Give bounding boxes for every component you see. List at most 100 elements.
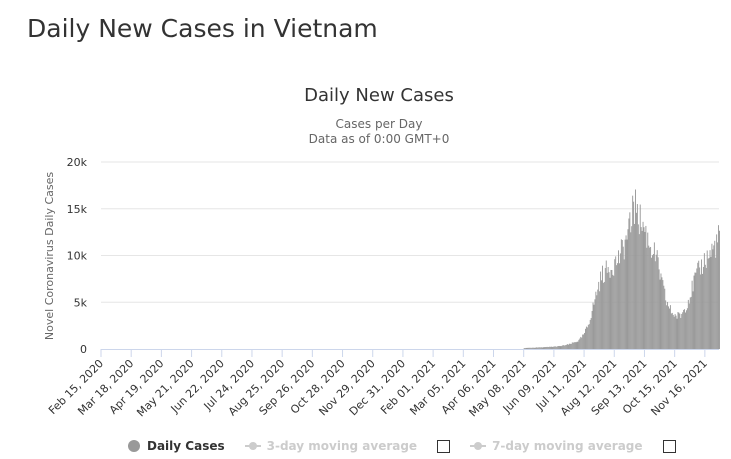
daily-cases-bar[interactable] bbox=[572, 342, 574, 349]
daily-cases-bar[interactable] bbox=[611, 270, 613, 349]
daily-cases-bar[interactable] bbox=[539, 347, 541, 349]
daily-cases-bar[interactable] bbox=[635, 212, 637, 349]
daily-cases-bar[interactable] bbox=[584, 332, 586, 349]
daily-cases-bar[interactable] bbox=[567, 344, 569, 349]
checkbox-3-day-average[interactable] bbox=[437, 439, 451, 453]
daily-cases-bar[interactable] bbox=[667, 301, 669, 349]
daily-cases-bar[interactable] bbox=[545, 347, 547, 349]
legend-item-3-day-average[interactable]: 3-day moving average bbox=[244, 439, 417, 453]
daily-cases-bar[interactable] bbox=[628, 218, 630, 350]
daily-cases-bar[interactable] bbox=[671, 312, 673, 349]
daily-cases-bar[interactable] bbox=[608, 272, 610, 349]
daily-cases-bar[interactable] bbox=[649, 247, 651, 349]
daily-cases-bar[interactable] bbox=[549, 346, 551, 349]
daily-cases-bar[interactable] bbox=[615, 256, 617, 349]
daily-cases-bar[interactable] bbox=[699, 267, 701, 349]
daily-cases-bar[interactable] bbox=[694, 272, 696, 349]
daily-cases-bar[interactable] bbox=[593, 304, 595, 349]
daily-cases-bar[interactable] bbox=[660, 273, 662, 349]
daily-cases-bar[interactable] bbox=[544, 347, 546, 349]
daily-cases-bar[interactable] bbox=[619, 253, 621, 349]
daily-cases-bar[interactable] bbox=[588, 324, 590, 349]
daily-cases-bar[interactable] bbox=[674, 314, 676, 349]
daily-cases-bar[interactable] bbox=[553, 346, 555, 349]
daily-cases-bar[interactable] bbox=[687, 299, 689, 349]
daily-cases-bar[interactable] bbox=[533, 347, 535, 349]
daily-cases-bar[interactable] bbox=[693, 275, 695, 349]
daily-cases-bar[interactable] bbox=[618, 263, 620, 349]
daily-cases-bar[interactable] bbox=[530, 347, 532, 349]
daily-cases-bar[interactable] bbox=[602, 282, 604, 349]
daily-cases-bar[interactable] bbox=[681, 313, 683, 349]
daily-cases-bar[interactable] bbox=[555, 346, 557, 349]
daily-cases-bar[interactable] bbox=[604, 268, 606, 349]
daily-cases-bar[interactable] bbox=[576, 341, 578, 349]
daily-cases-bar[interactable] bbox=[672, 314, 674, 349]
daily-cases-bar[interactable] bbox=[538, 347, 540, 349]
daily-cases-bar[interactable] bbox=[607, 267, 609, 349]
daily-cases-bar[interactable] bbox=[525, 347, 527, 349]
daily-cases-bar[interactable] bbox=[666, 305, 668, 349]
daily-cases-bar[interactable] bbox=[630, 232, 632, 349]
daily-cases-bar[interactable] bbox=[559, 345, 561, 349]
checkbox-7-day-average[interactable] bbox=[662, 439, 676, 453]
daily-cases-bar[interactable] bbox=[571, 342, 573, 349]
daily-cases-bar[interactable] bbox=[623, 259, 625, 349]
daily-cases-bar[interactable] bbox=[668, 306, 669, 349]
daily-cases-bar[interactable] bbox=[591, 310, 593, 349]
daily-cases-bar[interactable] bbox=[692, 291, 694, 349]
daily-cases-bar[interactable] bbox=[638, 234, 640, 349]
daily-cases-bar[interactable] bbox=[625, 235, 627, 349]
daily-cases-bar[interactable] bbox=[683, 309, 685, 349]
daily-cases-bar[interactable] bbox=[652, 255, 653, 349]
daily-cases-bar[interactable] bbox=[689, 297, 691, 349]
daily-cases-bar[interactable] bbox=[685, 310, 687, 349]
daily-cases-bar[interactable] bbox=[523, 348, 525, 349]
daily-cases-bar[interactable] bbox=[600, 271, 602, 349]
daily-cases-bar[interactable] bbox=[676, 318, 678, 349]
daily-cases-bar[interactable] bbox=[602, 265, 603, 349]
daily-cases-bar[interactable] bbox=[601, 280, 602, 349]
daily-cases-bar[interactable] bbox=[715, 257, 717, 349]
daily-cases-bar[interactable] bbox=[707, 258, 709, 349]
daily-cases-bar[interactable] bbox=[717, 242, 719, 349]
daily-cases-bar[interactable] bbox=[532, 347, 534, 349]
daily-cases-bar[interactable] bbox=[621, 240, 623, 349]
daily-cases-bar[interactable] bbox=[652, 253, 654, 349]
daily-cases-bar[interactable] bbox=[698, 260, 700, 349]
daily-cases-bar[interactable] bbox=[644, 231, 646, 349]
daily-cases-bar[interactable] bbox=[645, 225, 647, 349]
daily-cases-bar[interactable] bbox=[633, 201, 635, 349]
daily-cases-bar[interactable] bbox=[554, 346, 556, 349]
daily-cases-bar[interactable] bbox=[558, 346, 560, 349]
daily-cases-bar[interactable] bbox=[636, 204, 638, 349]
daily-cases-bar[interactable] bbox=[635, 189, 636, 349]
daily-cases-bar[interactable] bbox=[613, 275, 615, 349]
daily-cases-bar[interactable] bbox=[560, 346, 562, 349]
daily-cases-bar[interactable] bbox=[595, 291, 597, 349]
daily-cases-bar[interactable] bbox=[599, 291, 601, 349]
daily-cases-bar[interactable] bbox=[541, 347, 543, 349]
daily-cases-bar[interactable] bbox=[568, 343, 570, 349]
daily-cases-bar[interactable] bbox=[719, 230, 720, 349]
daily-cases-bar[interactable] bbox=[650, 246, 652, 349]
daily-cases-bar[interactable] bbox=[590, 318, 592, 349]
daily-cases-bar[interactable] bbox=[556, 346, 558, 349]
daily-cases-bar[interactable] bbox=[580, 336, 582, 349]
daily-cases-bar[interactable] bbox=[587, 324, 589, 349]
daily-cases-bar[interactable] bbox=[657, 257, 659, 349]
daily-cases-bar[interactable] bbox=[656, 250, 658, 349]
daily-cases-bar[interactable] bbox=[708, 257, 710, 349]
daily-cases-bar[interactable] bbox=[562, 345, 564, 349]
daily-cases-bar[interactable] bbox=[624, 239, 626, 349]
daily-cases-bar[interactable] bbox=[575, 342, 577, 349]
daily-cases-bar[interactable] bbox=[643, 227, 645, 349]
daily-cases-bar[interactable] bbox=[614, 259, 616, 349]
daily-cases-bar[interactable] bbox=[620, 239, 622, 349]
daily-cases-bar[interactable] bbox=[561, 345, 563, 349]
daily-cases-bar[interactable] bbox=[592, 302, 594, 349]
daily-cases-bar[interactable] bbox=[664, 288, 666, 349]
daily-cases-bar[interactable] bbox=[585, 328, 586, 349]
daily-cases-bar[interactable] bbox=[639, 204, 641, 349]
daily-cases-bar[interactable] bbox=[669, 305, 671, 349]
